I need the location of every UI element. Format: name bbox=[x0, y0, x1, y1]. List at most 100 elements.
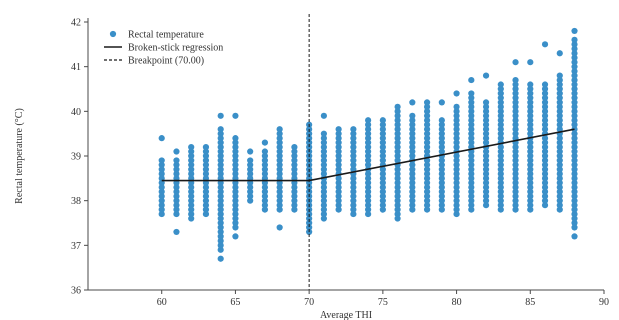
data-point bbox=[571, 99, 578, 106]
data-point bbox=[379, 206, 386, 213]
data-point bbox=[394, 148, 401, 155]
data-point bbox=[320, 215, 327, 222]
data-point bbox=[453, 193, 460, 200]
data-point bbox=[202, 157, 210, 164]
data-point bbox=[571, 143, 578, 151]
data-point bbox=[571, 90, 578, 97]
data-point bbox=[571, 36, 578, 43]
data-point bbox=[527, 206, 534, 213]
data-point bbox=[468, 130, 475, 137]
data-point bbox=[217, 193, 224, 200]
data-point bbox=[320, 130, 327, 137]
data-point bbox=[527, 121, 534, 128]
data-point bbox=[482, 175, 490, 182]
data-point bbox=[217, 184, 224, 191]
data-point bbox=[409, 166, 416, 173]
data-point bbox=[394, 143, 401, 151]
data-point bbox=[320, 148, 327, 155]
data-point bbox=[261, 161, 269, 169]
data-point bbox=[438, 175, 445, 182]
data-point bbox=[571, 148, 578, 155]
legend-label: Broken-stick regression bbox=[128, 43, 223, 54]
data-point bbox=[217, 233, 224, 240]
data-point bbox=[394, 197, 401, 204]
data-point bbox=[232, 170, 239, 177]
data-point bbox=[202, 193, 210, 200]
data-point bbox=[423, 108, 431, 115]
data-point bbox=[394, 108, 401, 115]
data-point bbox=[394, 135, 401, 142]
data-point bbox=[527, 117, 534, 124]
data-point bbox=[423, 202, 431, 209]
data-point bbox=[217, 148, 224, 155]
data-point bbox=[497, 157, 504, 164]
data-point bbox=[217, 228, 224, 236]
data-point bbox=[379, 193, 386, 200]
data-point bbox=[541, 175, 549, 182]
data-point bbox=[512, 94, 519, 102]
data-point bbox=[188, 202, 195, 209]
data-point bbox=[350, 130, 357, 137]
data-point bbox=[217, 255, 224, 262]
data-point bbox=[409, 170, 416, 177]
data-point bbox=[232, 219, 239, 227]
data-point bbox=[188, 152, 195, 160]
data-point bbox=[158, 170, 165, 177]
data-point bbox=[232, 139, 239, 146]
data-point bbox=[394, 184, 401, 191]
data-point bbox=[571, 108, 578, 115]
data-point bbox=[306, 170, 313, 177]
data-point bbox=[541, 90, 549, 97]
data-point bbox=[276, 130, 283, 137]
data-point bbox=[365, 130, 372, 137]
data-point bbox=[527, 184, 534, 191]
data-point bbox=[188, 210, 195, 218]
data-point bbox=[335, 193, 342, 200]
data-point bbox=[409, 161, 416, 169]
data-point bbox=[394, 166, 401, 173]
data-point bbox=[188, 193, 195, 200]
data-point bbox=[571, 117, 578, 124]
data-point bbox=[482, 161, 490, 169]
data-point bbox=[556, 76, 563, 84]
data-point bbox=[291, 152, 298, 160]
data-point bbox=[261, 152, 269, 160]
data-point bbox=[512, 148, 519, 155]
data-point bbox=[202, 152, 210, 160]
plot-content bbox=[158, 14, 578, 290]
data-point bbox=[365, 143, 372, 151]
data-point bbox=[541, 117, 549, 124]
data-point bbox=[497, 206, 504, 213]
data-point bbox=[232, 215, 239, 222]
data-point bbox=[409, 206, 416, 213]
data-point bbox=[394, 215, 401, 222]
data-point bbox=[335, 197, 342, 204]
data-point bbox=[423, 117, 431, 124]
data-point bbox=[394, 103, 401, 110]
data-point bbox=[541, 121, 549, 128]
data-point bbox=[512, 99, 519, 106]
data-point bbox=[512, 166, 519, 173]
data-point bbox=[276, 188, 283, 195]
data-point bbox=[541, 157, 549, 164]
data-point bbox=[291, 170, 298, 177]
data-point bbox=[468, 170, 475, 177]
data-point bbox=[247, 188, 254, 195]
data-point bbox=[571, 59, 578, 66]
data-point bbox=[541, 99, 549, 106]
data-point bbox=[365, 152, 372, 160]
data-point bbox=[482, 139, 490, 146]
data-point bbox=[217, 237, 224, 244]
data-point bbox=[320, 139, 327, 146]
data-point bbox=[365, 161, 372, 169]
data-point bbox=[556, 90, 563, 97]
data-point bbox=[276, 161, 283, 169]
data-point bbox=[350, 152, 357, 160]
data-point bbox=[276, 157, 283, 164]
data-point bbox=[173, 206, 180, 213]
data-point bbox=[438, 99, 445, 106]
data-point bbox=[158, 202, 165, 209]
data-point bbox=[571, 210, 578, 218]
data-point bbox=[571, 72, 578, 79]
data-point bbox=[468, 166, 475, 173]
